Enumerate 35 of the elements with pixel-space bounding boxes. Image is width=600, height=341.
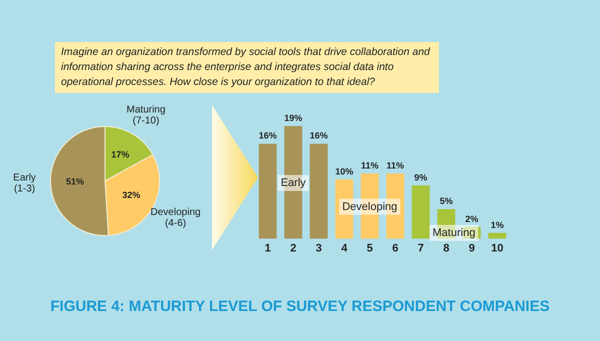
x-tick-label: 9 xyxy=(468,242,475,254)
x-tick-label: 5 xyxy=(366,242,373,254)
data-label: 5% xyxy=(440,196,453,206)
data-label: 51% xyxy=(66,176,84,186)
x-tick-label: 3 xyxy=(316,242,322,254)
data-label: 9% xyxy=(414,172,428,182)
bar xyxy=(488,232,506,239)
data-label: 2% xyxy=(465,214,478,224)
data-label: 11% xyxy=(386,160,404,170)
annotation: Early xyxy=(280,176,306,189)
data-label: 16% xyxy=(258,130,277,141)
x-tick-label: 2 xyxy=(290,242,296,254)
x-tick-label: 4 xyxy=(341,242,348,254)
annotation: Developing xyxy=(342,200,398,213)
data-label: 11% xyxy=(360,160,379,170)
slice-label: Developing (4-6) xyxy=(150,207,201,230)
bar xyxy=(412,185,430,239)
x-tick-label: 7 xyxy=(418,242,424,254)
x-tick-label: 1 xyxy=(264,242,271,254)
data-label: 10% xyxy=(335,166,354,176)
x-tick-label: 10 xyxy=(491,242,504,254)
text: Imagine an organization transformed by social tools that drive collaboration and information sharing across the enterprise and integrates social data into operational processes. How close is your organization to that ideal? xyxy=(55,42,439,93)
slice-label: Maturing (7-10) xyxy=(126,104,166,126)
data-label: 32% xyxy=(122,190,140,200)
bar xyxy=(310,144,328,239)
data-label: 1% xyxy=(490,220,504,230)
slice-label: Early (1-3) xyxy=(13,172,36,195)
annotation: Maturing xyxy=(432,226,476,239)
caption: FIGURE 4: MATURITY LEVEL OF SURVEY RESPONDENT COMPANIES xyxy=(49,298,551,315)
bar xyxy=(258,144,277,239)
data-label: 16% xyxy=(310,130,328,141)
x-tick-label: 8 xyxy=(443,242,450,254)
x-tick-label: 6 xyxy=(392,242,398,254)
data-label: 17% xyxy=(111,150,130,160)
data-label: 19% xyxy=(284,112,302,123)
